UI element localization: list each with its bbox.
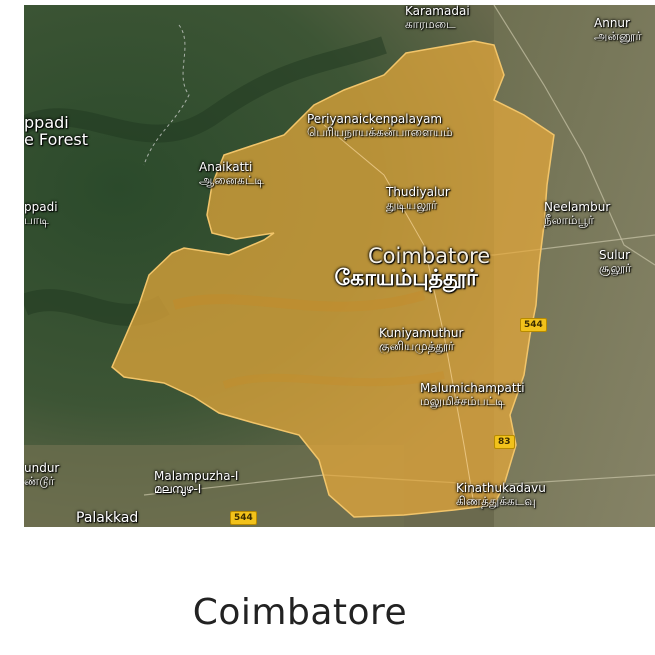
place-label-malumichampatti: Malumichampatti மலுமிச்சம்பட்டி xyxy=(420,381,525,408)
place-label-malampuzha: Malampuzha-I മലമ്പുഴ-I xyxy=(154,469,239,496)
place-label-kinathukadavu: Kinathukadavu கிணத்துக்கடவு xyxy=(456,481,546,508)
place-label-coimbatore: Coimbatore கோயம்புத்தூர் xyxy=(334,244,491,292)
place-label-kuniyamuthur: Kuniyamuthur குனியமுத்தூர் xyxy=(379,326,464,353)
ridge-texture xyxy=(24,36,387,143)
place-label-karamadai: Karamadai காரமடை xyxy=(405,5,470,31)
coimbatore-district-region xyxy=(111,40,555,518)
place-label-undur: undur ண்டூர் xyxy=(24,461,60,488)
region-road xyxy=(323,124,475,506)
place-label-attappadi-forest: ppadi e Forest xyxy=(24,113,89,149)
map-caption: Coimbatore xyxy=(192,592,408,633)
road-shield-544: 544 xyxy=(520,318,547,332)
state-border xyxy=(143,24,190,166)
place-label-neelambur: Neelambur நீலாம்பூர் xyxy=(544,200,611,227)
place-label-anaikatti: Anaikatti ஆனைகட்டி xyxy=(199,160,264,187)
place-label-thudiyalur: Thudiyalur துடியலூர் xyxy=(386,185,450,212)
region-texture xyxy=(172,290,426,312)
place-label-annur: Annur அன்னூர் xyxy=(594,16,642,43)
region-texture xyxy=(222,371,445,389)
satellite-map[interactable]: Karamadai காரமடை Annur அன்னூர் ppadi e Fore… xyxy=(24,5,655,527)
place-label-sulur: Sulur சூலூர் xyxy=(599,248,632,275)
place-label-periyanaickenpalayam: Periyanaickenpalayam பெரியநாயக்கன்பாளையம் xyxy=(307,112,453,139)
road xyxy=(493,5,655,266)
road-shield-83: 83 xyxy=(494,435,515,449)
map-canvas xyxy=(24,5,655,527)
place-label-palakkad: Palakkad xyxy=(76,510,139,526)
place-label-attappadi: ppadi பாடி xyxy=(24,200,58,227)
road-shield-544-south: 544 xyxy=(230,511,257,525)
